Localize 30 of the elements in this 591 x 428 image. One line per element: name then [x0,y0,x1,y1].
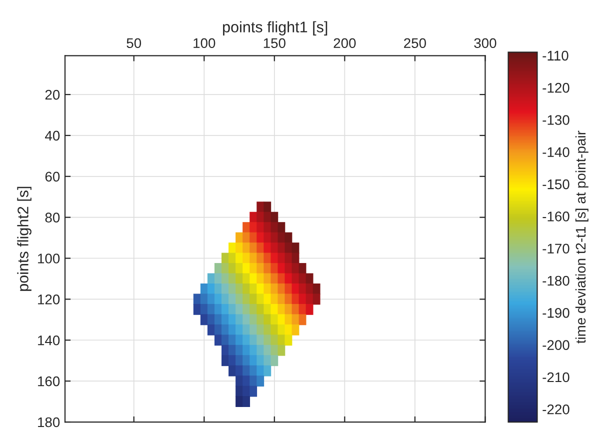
y-axis-title: points flight2 [s] [17,186,32,291]
y-tick-label: 80 [45,212,60,222]
color-bar-label: -190 [542,308,570,318]
color-bar-label: -150 [542,179,570,190]
y-tick-label: 140 [38,335,60,346]
x-tick-label: 150 [264,38,286,48]
color-bar-label: -130 [542,115,570,125]
x-tick-label: 50 [126,38,142,48]
color-bar-label: -200 [542,340,570,350]
color-bar-label: -160 [542,212,570,222]
y-tick-label: 120 [38,294,60,304]
y-tick-label: 60 [45,172,60,182]
x-tick-label: 200 [334,38,356,48]
color-bar-label: -210 [542,372,570,382]
y-tick-label: 40 [45,130,60,141]
x-axis-title: points flight1 [s] [223,21,328,36]
x-tick-label: 100 [194,38,216,48]
y-tick-label: 100 [38,254,60,264]
color-bar-label: -110 [542,50,568,61]
color-bar-title: time deviation t2-t1 [s] at point-pair [575,130,588,344]
y-tick-label: 160 [38,376,60,386]
x-tick-label: 300 [474,38,496,48]
color-bar-label: -170 [542,244,570,254]
color-bar-label: -120 [542,82,570,93]
y-tick-label: 180 [38,417,60,428]
x-tick-label: 250 [404,38,426,48]
color-bar-label: -140 [542,147,570,158]
color-bar-label: -180 [542,276,570,286]
color-bar-label: -220 [542,404,570,414]
y-tick-label: 20 [45,90,60,100]
